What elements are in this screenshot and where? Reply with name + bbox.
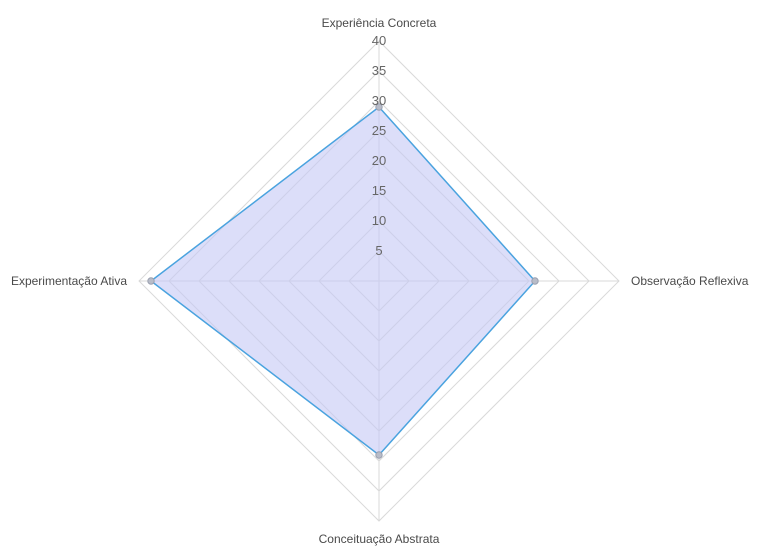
tick-label-5: 5	[375, 243, 382, 258]
tick-label-15: 15	[372, 183, 386, 198]
axis-label-1: Observação Reflexiva	[631, 274, 749, 288]
tick-layer: 5 10 15 20 25 30 35 40	[372, 33, 386, 258]
tick-label-35: 35	[372, 63, 386, 78]
series-area-0	[149, 105, 537, 457]
series-layer	[147, 103, 539, 459]
label-layer: Experiência Concreta Observação Reflexiva…	[11, 16, 749, 546]
tick-label-30: 30	[372, 93, 386, 108]
axis-label-0: Experiência Concreta	[322, 16, 437, 30]
axis-label-2: Conceituação Abstrata	[319, 532, 440, 546]
tick-label-20: 20	[372, 153, 386, 168]
tick-label-25: 25	[372, 123, 386, 138]
data-point-2	[375, 451, 383, 459]
data-point-1	[531, 277, 539, 285]
data-point-3	[147, 277, 155, 285]
tick-label-10: 10	[372, 213, 386, 228]
data-point-0	[375, 103, 383, 111]
tick-label-40: 40	[372, 33, 386, 48]
axis-label-3: Experimentação Ativa	[11, 274, 127, 288]
